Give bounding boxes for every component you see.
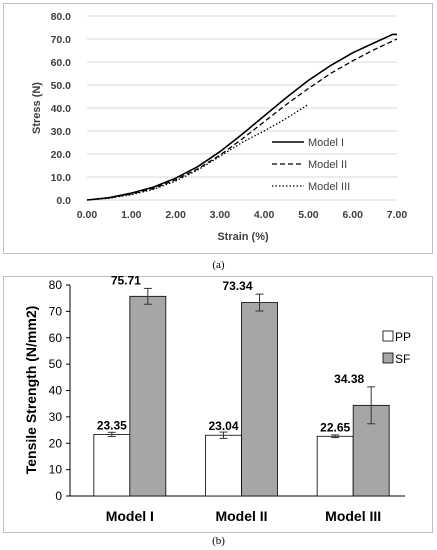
y-tick-label: 30.0 <box>51 126 72 138</box>
legend-label: Model III <box>308 181 350 193</box>
category-label: Model II <box>215 508 267 524</box>
y-tick-label: 80.0 <box>51 11 72 23</box>
y-tick-label: 60 <box>49 331 63 345</box>
legend-swatch <box>382 330 394 342</box>
x-tick-label: 5.00 <box>298 209 319 221</box>
y-tick-label: 10.0 <box>51 172 72 184</box>
stress-strain-chart: 0.0 10.0 20.0 30.0 40.0 50.0 60.0 70.0 80.0 0.00… <box>3 3 433 254</box>
caption-a: (a) <box>212 259 225 271</box>
series-line <box>86 38 398 201</box>
x-tick-label: 6.00 <box>342 209 363 221</box>
x-tick-label: 2.00 <box>165 209 186 221</box>
x-tick-label: 7.00 <box>387 209 408 221</box>
y-tick-label: 60.0 <box>51 57 72 69</box>
tensile-strength-chart: 0 10 20 30 40 50 60 70 80 23.35 75.71 23.04 73.34 22… <box>3 275 433 533</box>
x-tick-label: 4.00 <box>254 209 275 221</box>
data-label: 23.04 <box>208 419 238 433</box>
data-label: 73.34 <box>222 279 252 293</box>
bar-sf <box>129 295 167 497</box>
y-tick-label: 80 <box>49 278 63 292</box>
series-line <box>86 33 397 201</box>
category-label: Model III <box>325 508 381 524</box>
y-tick-label: 50.0 <box>51 80 72 92</box>
y-tick-label: 20 <box>49 436 63 450</box>
x-tick-label: 1.00 <box>121 209 142 221</box>
data-label: 75.71 <box>111 275 141 287</box>
series-line <box>86 103 309 201</box>
x-tick-label: 0.00 <box>77 209 98 221</box>
y-tick-label: 40 <box>49 384 63 398</box>
bar-pp <box>93 434 131 497</box>
bar-pp <box>205 434 242 497</box>
legend-label: PP <box>395 330 411 344</box>
data-label: 23.35 <box>97 418 127 432</box>
x-tick-label: 3.00 <box>210 209 231 221</box>
y-tick-label: 70.0 <box>51 34 72 46</box>
bar-pp <box>316 435 354 497</box>
caption-b: (b) <box>212 535 225 547</box>
legend-label: Model II <box>308 159 347 171</box>
legend-swatch <box>382 352 394 364</box>
bar-sf <box>241 302 278 497</box>
y-tick-label: 70 <box>49 304 63 318</box>
legend-label: Model I <box>308 137 344 149</box>
y-tick-label: 20.0 <box>51 149 72 161</box>
category-label: Model I <box>106 508 154 524</box>
y-tick-label: 30 <box>49 410 63 424</box>
y-tick-label: 50 <box>49 357 63 371</box>
y-axis-label: Stress (N) <box>31 82 43 134</box>
y-axis-label: Tensile Strength (N/mm2) <box>23 306 39 475</box>
x-axis-label: Strain (%) <box>217 231 269 243</box>
chart-a-frame <box>3 3 433 254</box>
y-tick-label: 0.0 <box>56 195 71 207</box>
data-label: 34.38 <box>334 372 364 386</box>
y-tick-label: 40.0 <box>51 103 72 115</box>
y-tick-label: 0 <box>55 489 62 503</box>
legend-label: SF <box>395 352 410 366</box>
data-label: 22.65 <box>320 420 350 434</box>
y-tick-label: 10 <box>49 463 63 477</box>
